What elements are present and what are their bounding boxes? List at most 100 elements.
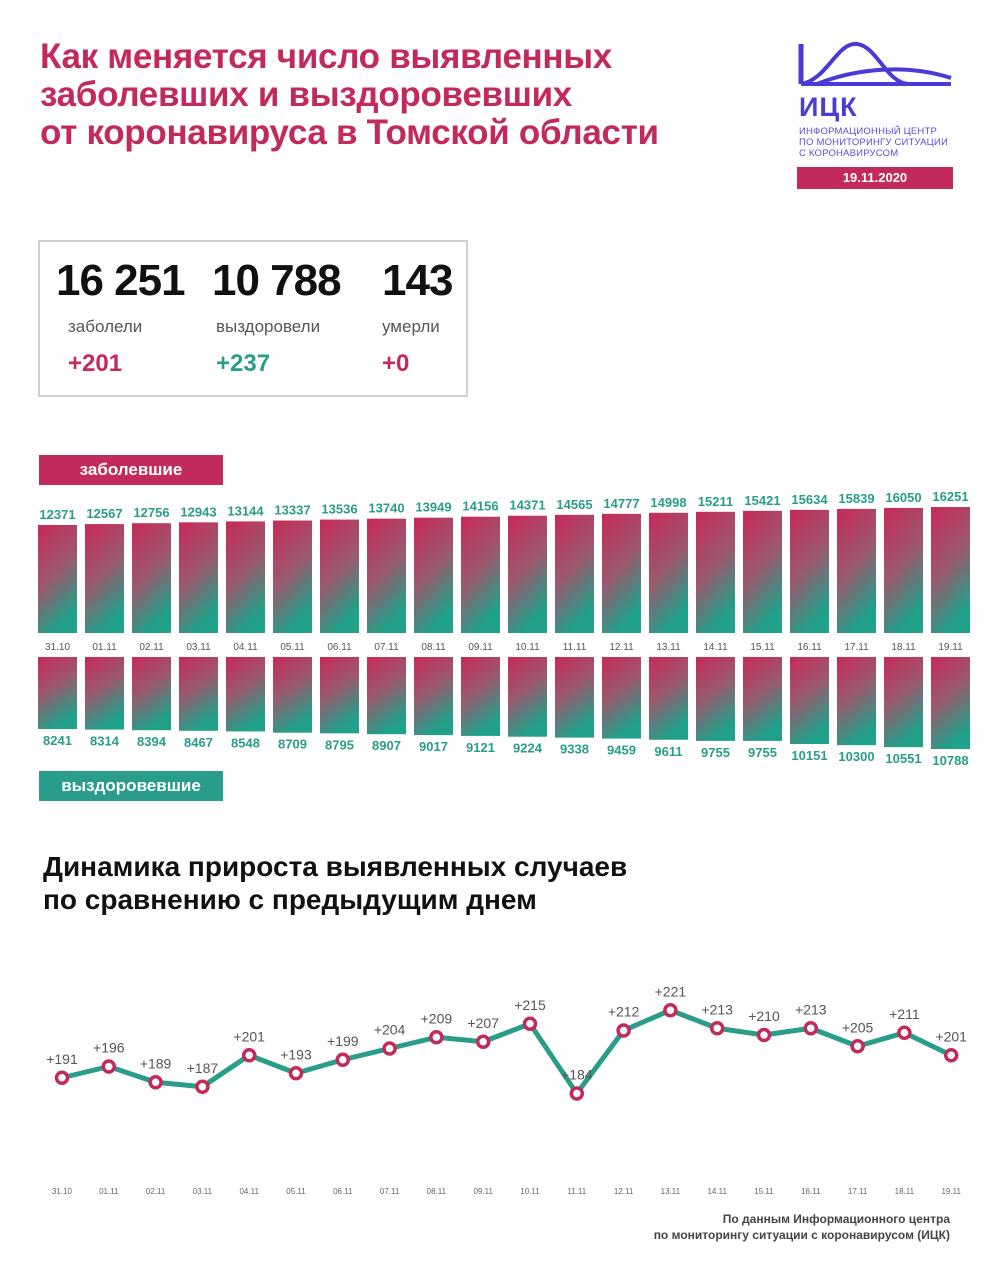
growth-date-label: 13.11 [661,1187,681,1196]
recovered-bar-label: 9755 [701,745,730,760]
growth-point [288,1066,304,1081]
growth-date-label: 06.11 [333,1187,353,1196]
recovered-bar-label: 8548 [231,735,260,750]
title-line-1: Как меняется число выявленных [40,37,612,76]
cases-bar [273,520,312,633]
growth-point [616,1023,631,1038]
growth-point-label: +191 [46,1051,78,1067]
growth-date-label: 31.10 [52,1187,73,1196]
growth-date-label: 10.11 [520,1187,540,1196]
growth-point-label: +212 [608,1004,640,1020]
cases-bar-label: 14777 [603,496,639,511]
cases-bar-label: 15634 [791,492,828,507]
cases-bar-label: 14371 [509,498,545,513]
recovered-bar [696,657,735,741]
growth-date-label: 12.11 [614,1187,634,1196]
recovered-bar [602,657,641,739]
recovered-bar [508,657,547,737]
cases-bar [38,525,77,633]
bar-date-label: 16.11 [797,642,822,653]
recovered-bar [226,657,265,732]
recovered-bar [461,657,500,736]
recovered-bar [555,657,594,738]
growth-date-label: 08.11 [427,1187,447,1196]
growth-point [101,1059,117,1074]
bar-date-label: 01.11 [92,642,117,653]
stat-cases-value: 16 251 [56,256,186,305]
bar-date-label: 09.11 [468,642,493,653]
growth-point-label: +184 [561,1067,593,1083]
growth-line [61,1007,953,1096]
growth-point [241,1048,257,1063]
recovered-bar-label: 9017 [419,739,448,754]
growth-point [709,1021,725,1036]
cases-bar [461,516,500,633]
bar-date-label: 31.10 [45,642,70,653]
cases-series-label: заболевшие [39,455,223,485]
growth-point-label: +201 [233,1028,265,1044]
recovered-bar [179,657,218,731]
recovered-bar [132,657,171,731]
cases-bar [649,512,688,633]
bar-date-label: 18.11 [891,642,916,653]
cases-bar-label: 12567 [86,506,122,521]
bar-date-label: 10.11 [515,642,540,653]
growth-point-label: +213 [701,1001,733,1017]
recovered-bar-label: 8394 [137,734,167,749]
growth-date-label: 01.11 [99,1187,119,1196]
logo-sub-line-3: с коронавирусом [799,148,899,159]
page-title: Как меняется число выявленных заболевших… [40,38,720,152]
bar-date-label: 05.11 [280,642,305,653]
recovered-bar [38,657,77,729]
growth-point-label: +187 [187,1060,219,1076]
growth-point-label: +204 [374,1022,406,1038]
growth-title-line-1: Динамика прироста выявленных случаев [43,851,628,882]
recovered-bar [273,657,312,733]
growth-point [382,1041,397,1056]
cases-bar [414,517,453,633]
growth-point [148,1075,163,1090]
recovered-bar-label: 8709 [278,737,307,752]
recovered-bar-label: 9224 [513,741,543,756]
stat-recovered-value: 10 788 [212,256,342,305]
growth-point-label: +221 [655,983,687,999]
growth-point-label: +196 [93,1040,125,1056]
cases-bar-label: 13536 [321,502,357,517]
growth-point-label: +210 [748,1008,780,1024]
cases-bar-label: 13337 [274,503,310,518]
growth-date-label: 16.11 [801,1187,821,1196]
cases-bar [696,511,735,633]
growth-point-label: +193 [280,1046,312,1062]
growth-point-label: +215 [514,997,546,1013]
growth-point [335,1052,351,1067]
growth-date-label: 04.11 [239,1187,259,1196]
cases-bar-label: 14565 [556,497,592,512]
logo-sub-line-2: по мониторингу ситуации [799,137,948,148]
growth-date-label: 02.11 [146,1187,166,1196]
cases-bar [884,507,923,633]
growth-date-label: 11.11 [567,1187,586,1196]
bar-date-label: 07.11 [374,642,399,653]
cases-bar-label: 14156 [462,499,498,514]
daily-growth-line-chart: +191 +196 +189 +187 +201 +193 +199 +204 +209 +207… [46,983,967,1196]
recovered-bar-label: 8467 [184,735,213,750]
cases-bar [367,518,406,633]
growth-date-label: 14.11 [707,1187,727,1196]
recovered-bar [320,657,359,734]
logo: ИЦК Информационный центр по мониторингу … [797,38,955,189]
source-line-2: по мониторингу ситуации с коронавирусом … [653,1228,950,1242]
growth-date-label: 07.11 [380,1187,400,1196]
growth-date-label: 09.11 [473,1187,493,1196]
cases-bar-label: 16251 [932,490,968,504]
growth-point [850,1039,865,1054]
cases-bar-label: 14998 [650,495,686,510]
stat-recovered-label: выздоровели [216,317,321,336]
growth-point [475,1034,491,1049]
cases-bar-label: 13949 [415,500,451,515]
recovered-bar-label: 10551 [885,751,921,766]
cases-bar-label: 15839 [838,491,874,506]
growth-point [569,1086,585,1101]
growth-point-label: +211 [889,1006,920,1022]
growth-date-label: 17.11 [848,1187,868,1196]
growth-point [943,1048,959,1063]
